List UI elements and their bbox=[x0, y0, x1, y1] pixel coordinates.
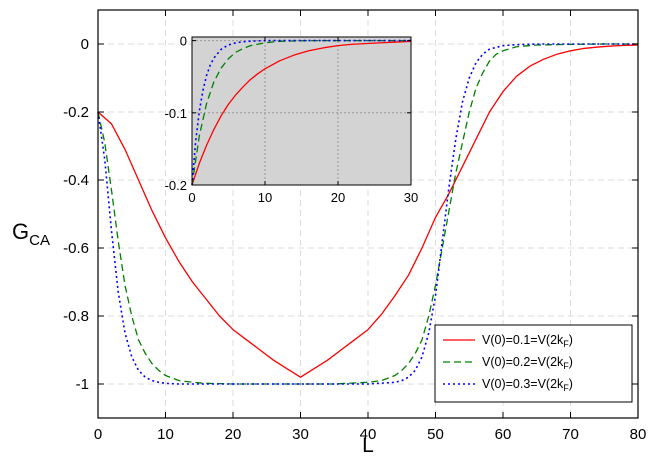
inset-x-tick-label: 10 bbox=[258, 190, 272, 205]
main-y-tick-label: -0.6 bbox=[63, 240, 89, 257]
main-x-tick-label: 50 bbox=[427, 426, 444, 443]
inset-y-ticks: 0 -0.1 -0.2 bbox=[165, 34, 411, 193]
main-y-tick-label: -0.2 bbox=[63, 104, 89, 121]
main-x-tick-label: 70 bbox=[562, 426, 579, 443]
inset-series bbox=[191, 39, 412, 186]
legend-label-series-3-close: ) bbox=[569, 377, 573, 391]
main-x-tick-label: 40 bbox=[360, 426, 377, 443]
legend-label-series-1-text: V(0)=0.1=V(2k bbox=[482, 333, 564, 347]
main-x-tick-label: 80 bbox=[630, 426, 647, 443]
main-series-1-line bbox=[97, 44, 639, 378]
legend-label-series-2: V(0)=0.2=V(2kF) bbox=[482, 355, 573, 371]
legend-label-series-3: V(0)=0.3=V(2kF) bbox=[482, 377, 573, 393]
main-x-tick-label: 10 bbox=[157, 426, 174, 443]
legend-label-series-2-close: ) bbox=[569, 355, 573, 369]
inset-x-tick-label: 30 bbox=[404, 190, 418, 205]
inset-series-3-line bbox=[191, 39, 411, 186]
legend-box bbox=[434, 324, 633, 403]
x-axis-title: L bbox=[362, 434, 374, 457]
main-x-tick-label: 60 bbox=[495, 426, 512, 443]
main-y-tick-label: -0.8 bbox=[63, 308, 89, 325]
main-y-tick-label: -0.4 bbox=[63, 172, 89, 189]
main-x-tick-label: 20 bbox=[225, 426, 242, 443]
inset-x-ticks: 0 10 20 30 bbox=[188, 37, 418, 205]
main-y-tick-label: -1 bbox=[76, 376, 89, 393]
legend-label-series-1-close: ) bbox=[569, 333, 573, 347]
main-x-ticks: 0 10 20 30 40 50 60 70 80 bbox=[94, 10, 647, 443]
main-y-ticks: 0-0.2-0.4-0.6-0.8-1 bbox=[63, 36, 638, 393]
main-series-3-line bbox=[97, 43, 638, 385]
main-x-tick-label: 0 bbox=[94, 426, 102, 443]
inset-y-tick-label: -0.1 bbox=[165, 106, 187, 121]
legend: V(0)=0.1=V(2kF) V(0)=0.2=V(2kF) V(0)=0.3… bbox=[434, 324, 633, 403]
inset-plot-frame bbox=[191, 36, 412, 186]
legend-label-series-1: V(0)=0.1=V(2kF) bbox=[482, 333, 573, 349]
inset-x-tick-label: 20 bbox=[331, 190, 345, 205]
main-series bbox=[97, 43, 639, 385]
legend-label-series-3-sub: F bbox=[563, 383, 569, 393]
main-y-tick-label: 0 bbox=[81, 36, 89, 53]
y-axis-title-sub: CA bbox=[29, 232, 50, 249]
inset-y-tick-label: 0 bbox=[180, 34, 187, 49]
main-series-2-line bbox=[97, 43, 638, 385]
main-x-tick-label: 30 bbox=[292, 426, 309, 443]
inset-y-tick-label: -0.2 bbox=[165, 178, 187, 193]
inset-series-2-line bbox=[191, 39, 411, 186]
legend-label-series-2-text: V(0)=0.2=V(2k bbox=[482, 355, 564, 369]
legend-label-series-1-sub: F bbox=[563, 339, 569, 349]
inset-plot: 0 10 20 30 0 -0.1 -0.2 bbox=[165, 34, 419, 205]
inset-x-tick-label: 0 bbox=[188, 190, 195, 205]
legend-label-series-3-text: V(0)=0.3=V(2k bbox=[482, 377, 564, 391]
y-axis-title-main: G bbox=[12, 219, 29, 244]
inset-series-1-line bbox=[191, 40, 412, 186]
legend-label-series-2-sub: F bbox=[563, 361, 569, 371]
y-axis-title: GCA bbox=[12, 219, 50, 249]
inset-plot-area bbox=[192, 37, 411, 185]
